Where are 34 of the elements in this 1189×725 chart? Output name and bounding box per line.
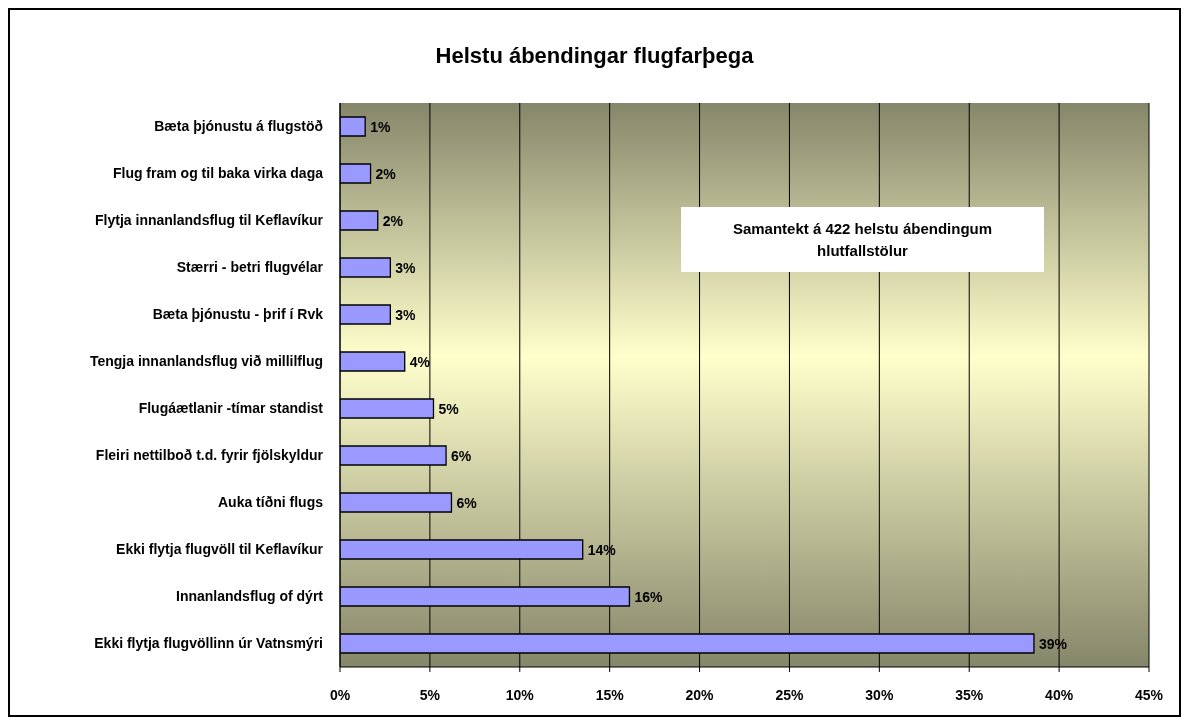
x-tick-label: 20% xyxy=(685,686,715,703)
x-tick-label: 25% xyxy=(775,686,804,703)
y-tick-label: Ekki flytja flugvöllinn úr Vatnsmýri xyxy=(94,635,323,652)
y-tick-label: Flytja innanlandsflug til Keflavíkur xyxy=(95,212,324,229)
y-tick-label: Bæta þjónustu á flugstöð xyxy=(154,118,323,135)
data-label: 1% xyxy=(370,118,391,135)
x-tick-label: 40% xyxy=(1045,686,1074,703)
data-label: 6% xyxy=(456,494,478,511)
chart-title: Helstu ábendingar flugfarþega xyxy=(434,43,755,69)
y-tick-label: Bæta þjónustu - þrif í Rvk xyxy=(152,306,324,323)
y-tick-label: Ekki flytja flugvöll til Keflavíkur xyxy=(116,541,324,558)
data-label: 3% xyxy=(395,259,417,276)
x-tick-label: 45% xyxy=(1134,686,1164,703)
data-label: 16% xyxy=(634,588,664,605)
y-tick-label: Innanlandsflug of dýrt xyxy=(176,588,324,605)
x-tick-label: 15% xyxy=(595,686,625,703)
y-tick-label: Flugáætlanir -tímar standist xyxy=(138,400,324,417)
y-tick-label: Fleiri nettilboð t.d. fyrir fjölskyldur xyxy=(95,447,324,464)
y-tick-label: Flug fram og til baka virka daga xyxy=(112,165,324,182)
note-box: Samantekt á 422 helstu ábendingum hlutfallstölur xyxy=(681,207,1044,272)
annotation: Samantekt á 422 helstu ábendingum hlutfallstölur xyxy=(732,218,993,261)
x-tick-label: 35% xyxy=(955,686,984,703)
data-label: 3% xyxy=(395,306,417,323)
y-tick-label: Tengja innanlandsflug við millilflug xyxy=(89,353,323,370)
data-label: 5% xyxy=(438,400,460,417)
x-tick-label: 5% xyxy=(419,686,441,703)
y-tick-label: Auka tíðni flugs xyxy=(218,494,324,511)
data-label: 2% xyxy=(375,165,397,182)
y-tick-label: Stærri - betri flugvélar xyxy=(176,259,324,276)
data-label: 2% xyxy=(382,212,404,229)
x-tick-label: 30% xyxy=(865,686,894,703)
data-label: 6% xyxy=(451,447,472,464)
x-tick-label: 10% xyxy=(505,686,535,703)
x-tick-label: 0% xyxy=(329,686,351,703)
